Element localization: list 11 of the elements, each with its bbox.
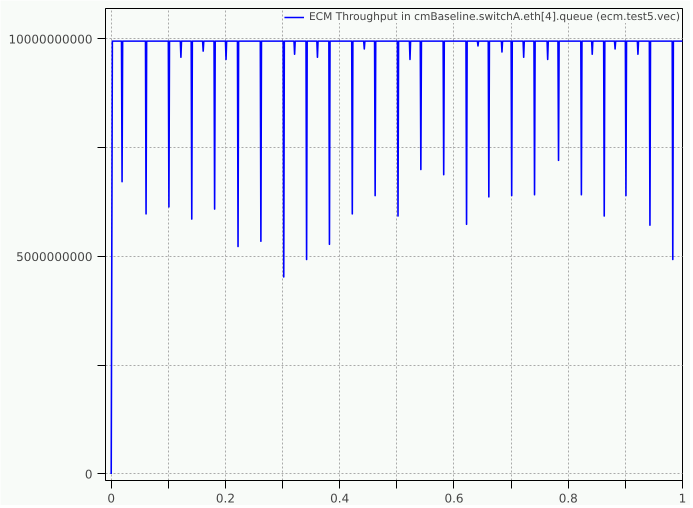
legend-label: ECM Throughput in cmBaseline.switchA.eth[4].queue (ecm.test5.vec): [308, 10, 680, 23]
x-tick-label: 0: [107, 492, 116, 506]
x-tick-label: 0.4: [330, 492, 350, 506]
y-tick-label: 5000000000: [16, 250, 93, 264]
x-tick-label: 0.8: [558, 492, 578, 506]
x-tick-label: 0.2: [216, 492, 236, 506]
y-tick-label: 10000000000: [8, 32, 92, 46]
x-tick-label: 1: [678, 492, 686, 506]
line-series: [110, 40, 682, 475]
x-tick-label: 0.6: [444, 492, 464, 506]
y-tick-label: 0: [84, 467, 93, 482]
